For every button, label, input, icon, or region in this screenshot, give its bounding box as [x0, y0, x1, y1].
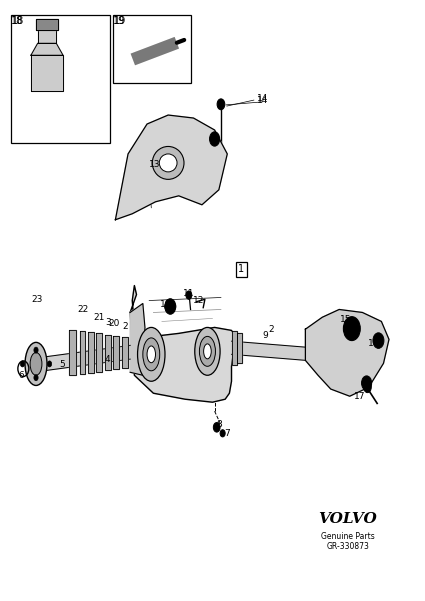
Ellipse shape — [143, 338, 160, 371]
Text: 18: 18 — [12, 16, 24, 26]
Polygon shape — [31, 43, 63, 55]
Text: 18: 18 — [11, 16, 23, 25]
Text: 23: 23 — [31, 295, 43, 304]
Polygon shape — [306, 310, 389, 396]
Circle shape — [213, 423, 220, 432]
Ellipse shape — [159, 154, 177, 172]
Circle shape — [220, 430, 225, 437]
Circle shape — [165, 299, 176, 314]
Text: 7: 7 — [224, 429, 230, 438]
Text: 11: 11 — [183, 289, 194, 298]
Text: 9: 9 — [262, 331, 268, 340]
Polygon shape — [122, 337, 127, 368]
Ellipse shape — [152, 147, 184, 179]
Text: 12: 12 — [193, 296, 205, 305]
Polygon shape — [42, 346, 130, 371]
Polygon shape — [105, 335, 111, 370]
Polygon shape — [96, 334, 102, 371]
Circle shape — [20, 361, 25, 367]
Text: 22: 22 — [77, 305, 88, 314]
Text: 14: 14 — [257, 94, 268, 103]
Text: 10: 10 — [159, 300, 171, 309]
Text: 16: 16 — [368, 339, 380, 348]
Circle shape — [48, 361, 51, 367]
Ellipse shape — [138, 328, 165, 381]
Ellipse shape — [147, 346, 156, 363]
Polygon shape — [69, 330, 76, 375]
Circle shape — [34, 347, 38, 353]
Polygon shape — [232, 341, 306, 361]
Text: 4: 4 — [105, 355, 110, 364]
Circle shape — [210, 132, 220, 146]
Polygon shape — [232, 331, 237, 365]
Polygon shape — [238, 333, 243, 363]
Text: 20: 20 — [109, 319, 120, 328]
Text: 6: 6 — [19, 371, 25, 380]
Polygon shape — [130, 304, 145, 375]
Circle shape — [343, 317, 360, 341]
Polygon shape — [36, 19, 58, 29]
Text: 5: 5 — [59, 360, 65, 369]
Polygon shape — [113, 336, 119, 369]
Polygon shape — [88, 332, 94, 373]
Bar — [113, 14, 191, 84]
Text: 1: 1 — [238, 264, 244, 275]
Text: Genuine Parts: Genuine Parts — [321, 532, 374, 542]
Text: 19: 19 — [113, 16, 125, 26]
Ellipse shape — [204, 344, 211, 359]
Circle shape — [362, 376, 372, 390]
Text: 14: 14 — [257, 96, 268, 105]
Polygon shape — [38, 29, 56, 43]
Text: 3: 3 — [105, 318, 110, 327]
Circle shape — [373, 333, 384, 349]
Text: 21: 21 — [94, 313, 105, 322]
Text: 13: 13 — [149, 160, 160, 169]
Text: 15: 15 — [340, 315, 351, 324]
Circle shape — [186, 291, 192, 299]
Polygon shape — [116, 115, 227, 220]
Ellipse shape — [30, 353, 42, 375]
Text: VOLVO: VOLVO — [318, 512, 377, 526]
Text: GR-330873: GR-330873 — [326, 543, 369, 552]
Text: 19: 19 — [114, 16, 127, 25]
Ellipse shape — [25, 343, 47, 385]
Text: 2: 2 — [269, 325, 275, 334]
Text: 17: 17 — [354, 392, 365, 401]
Polygon shape — [79, 331, 85, 374]
Circle shape — [364, 382, 371, 392]
Circle shape — [34, 374, 38, 380]
Bar — [11, 14, 110, 143]
Ellipse shape — [195, 328, 220, 375]
Circle shape — [217, 99, 225, 109]
Ellipse shape — [199, 337, 215, 366]
Polygon shape — [31, 55, 63, 91]
Text: 8: 8 — [216, 421, 222, 430]
Text: 2: 2 — [122, 322, 128, 331]
Polygon shape — [130, 285, 236, 402]
